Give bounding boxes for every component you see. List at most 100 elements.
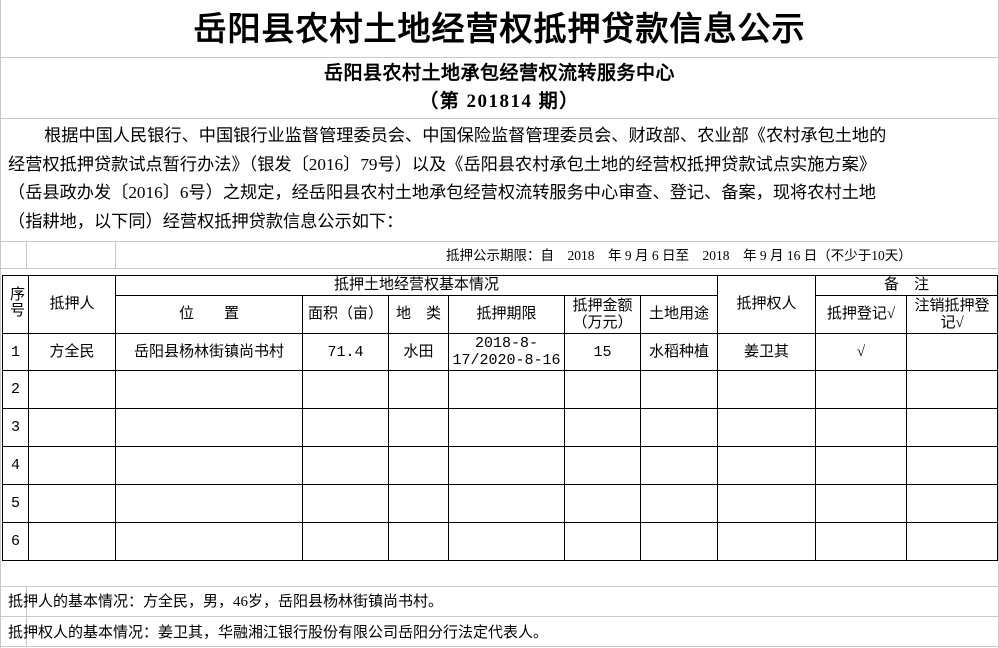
cell-mortgage-amount [564, 446, 641, 485]
table-row[interactable]: 4 [2, 446, 999, 485]
cell-area [302, 370, 389, 409]
header-area: 面积（亩） [302, 295, 389, 334]
header-mortgagee: 抵押权人 [717, 275, 817, 334]
header-mortgagor: 抵押人 [28, 275, 116, 334]
header-remark-cancel: 注销抵押登记√ [906, 295, 999, 334]
grid-rule-vertical [115, 241, 116, 269]
cell-seq: 3 [2, 408, 29, 447]
table-header: 序号 抵押人 抵押土地经营权基本情况 抵押权人 备 注 位 置 面积（亩） 地 … [2, 275, 999, 334]
cell-mortgagor [28, 446, 116, 485]
header-land-type: 地 类 [388, 295, 449, 334]
cell-land-use [639, 484, 719, 523]
issuing-organization: 岳阳县农村土地承包经营权流转服务中心 [323, 63, 675, 84]
header-mortgage-term: 抵押期限 [448, 295, 565, 334]
cell-location [115, 484, 303, 523]
cell-mortgage-term [448, 484, 565, 523]
cell-mortgagor: 方全民 [28, 333, 116, 371]
header-row-2: 位 置 面积（亩） 地 类 抵押期限 抵押金额 （万元） 土地用途 抵押登记√ … [3, 295, 999, 334]
cell-remark-register: √ [815, 333, 908, 371]
header-location: 位 置 [115, 295, 303, 334]
cell-land-use: 水稻种植 [639, 333, 719, 371]
cell-land-type [388, 484, 449, 523]
header-land-use: 土地用途 [639, 295, 719, 334]
cell-land-type: 水田 [388, 333, 449, 371]
cell-mortgage-term [448, 370, 565, 409]
cell-mortgage-amount [564, 408, 641, 447]
page-title: 岳阳县农村土地经营权抵押贷款信息公示 [193, 10, 806, 47]
cell-mortgagor [28, 370, 116, 409]
table-row[interactable]: 3 [2, 408, 999, 447]
cell-remark-register [815, 446, 908, 485]
header-seq: 序号 [2, 275, 29, 334]
cell-location [115, 446, 303, 485]
cell-mortgagee [717, 484, 817, 523]
grid-rule-horizontal [0, 241, 999, 242]
cell-location [115, 408, 303, 447]
cell-mortgagee [717, 408, 817, 447]
cell-area [302, 408, 389, 447]
table-row[interactable]: 2 [2, 370, 999, 409]
cell-seq: 1 [2, 333, 29, 371]
cell-land-type [388, 408, 449, 447]
cell-mortgagee [717, 522, 817, 561]
cell-mortgagee: 姜卫其 [717, 333, 817, 371]
body-line-4: （指耕地，以下同）经营权抵押贷款信息公示如下： [8, 211, 404, 231]
header-mortgage-amount: 抵押金额 （万元） [564, 295, 641, 334]
cell-land-type [388, 446, 449, 485]
table-row[interactable]: 1 方全民 岳阳县杨林街镇尚书村 71.4 水田 2018-8- 17/2020… [2, 333, 999, 371]
subtitle-block: 岳阳县农村土地承包经营权流转服务中心 （第 201814 期） [0, 60, 999, 116]
cell-remark-cancel [906, 484, 999, 523]
body-line-1: 根据中国人民银行、中国银行业监督管理委员会、中国保险监督管理委员会、财政部、农业… [44, 126, 887, 145]
cell-mortgage-term [448, 522, 565, 561]
grid-rule-vertical [26, 241, 27, 269]
cell-mortgage-term [448, 408, 565, 447]
cell-mortgage-amount: 15 [564, 333, 641, 371]
table-row[interactable]: 5 [2, 484, 999, 523]
footer-note-mortgagee: 抵押权人的基本情况：姜卫其，华融湘江银行股份有限公司岳阳分行法定代表人。 [8, 625, 549, 641]
header-remarks-group: 备 注 [815, 275, 999, 296]
grid-rule-horizontal [0, 646, 999, 647]
cell-mortgagee [717, 370, 817, 409]
cell-mortgagee [717, 446, 817, 485]
cell-land-use [639, 408, 719, 447]
cell-mortgage-amount [564, 370, 641, 409]
body-line-2: 经营权抵押贷款试点暂行办法》（银发〔2016〕79号）以及《岳阳县农村承包土地的… [8, 154, 876, 174]
cell-remark-register [815, 484, 908, 523]
cell-mortgagor [28, 484, 116, 523]
grid-rule-horizontal [0, 118, 999, 119]
cell-land-use [639, 446, 719, 485]
table-row[interactable]: 6 [2, 522, 999, 561]
cell-seq: 5 [2, 484, 29, 523]
cell-mortgagor [28, 408, 116, 447]
footer-note-mortgagor: 抵押人的基本情况：方全民，男，46岁，岳阳县杨林街镇尚书村。 [8, 594, 444, 610]
body-line-3: （岳县政办发〔2016〕6号）之规定，经岳阳县农村土地承包经营权流转服务中心审查… [8, 183, 876, 203]
cell-seq: 6 [2, 522, 29, 561]
cell-area [302, 522, 389, 561]
grid-rule-vertical [26, 586, 27, 646]
body-paragraph: 根据中国人民银行、中国银行业监督管理委员会、中国保险监督管理委员会、财政部、农业… [8, 122, 991, 236]
cell-remark-cancel [906, 522, 999, 561]
issue-number: （第 201814 期） [419, 91, 580, 112]
cell-land-type [388, 370, 449, 409]
cell-area [302, 484, 389, 523]
cell-location [115, 522, 303, 561]
cell-area: 71.4 [302, 333, 389, 371]
cell-mortgage-term: 2018-8- 17/2020-8-16 [448, 333, 565, 371]
cell-area [302, 446, 389, 485]
mortgage-info-table: 序号 抵押人 抵押土地经营权基本情况 抵押权人 备 注 位 置 面积（亩） 地 … [2, 275, 999, 561]
table-body: 1 方全民 岳阳县杨林街镇尚书村 71.4 水田 2018-8- 17/2020… [2, 333, 999, 561]
cell-mortgage-amount [564, 522, 641, 561]
cell-remark-register [815, 522, 908, 561]
cell-seq: 4 [2, 446, 29, 485]
cell-remark-cancel [906, 333, 999, 371]
cell-remark-cancel [906, 370, 999, 409]
cell-remark-cancel [906, 446, 999, 485]
cell-remark-register [815, 370, 908, 409]
cell-land-type [388, 522, 449, 561]
cell-remark-cancel [906, 408, 999, 447]
cell-seq: 2 [2, 370, 29, 409]
grid-rule-horizontal [0, 616, 999, 617]
header-land-group: 抵押土地经营权基本情况 [114, 275, 719, 296]
cell-land-use [639, 370, 719, 409]
